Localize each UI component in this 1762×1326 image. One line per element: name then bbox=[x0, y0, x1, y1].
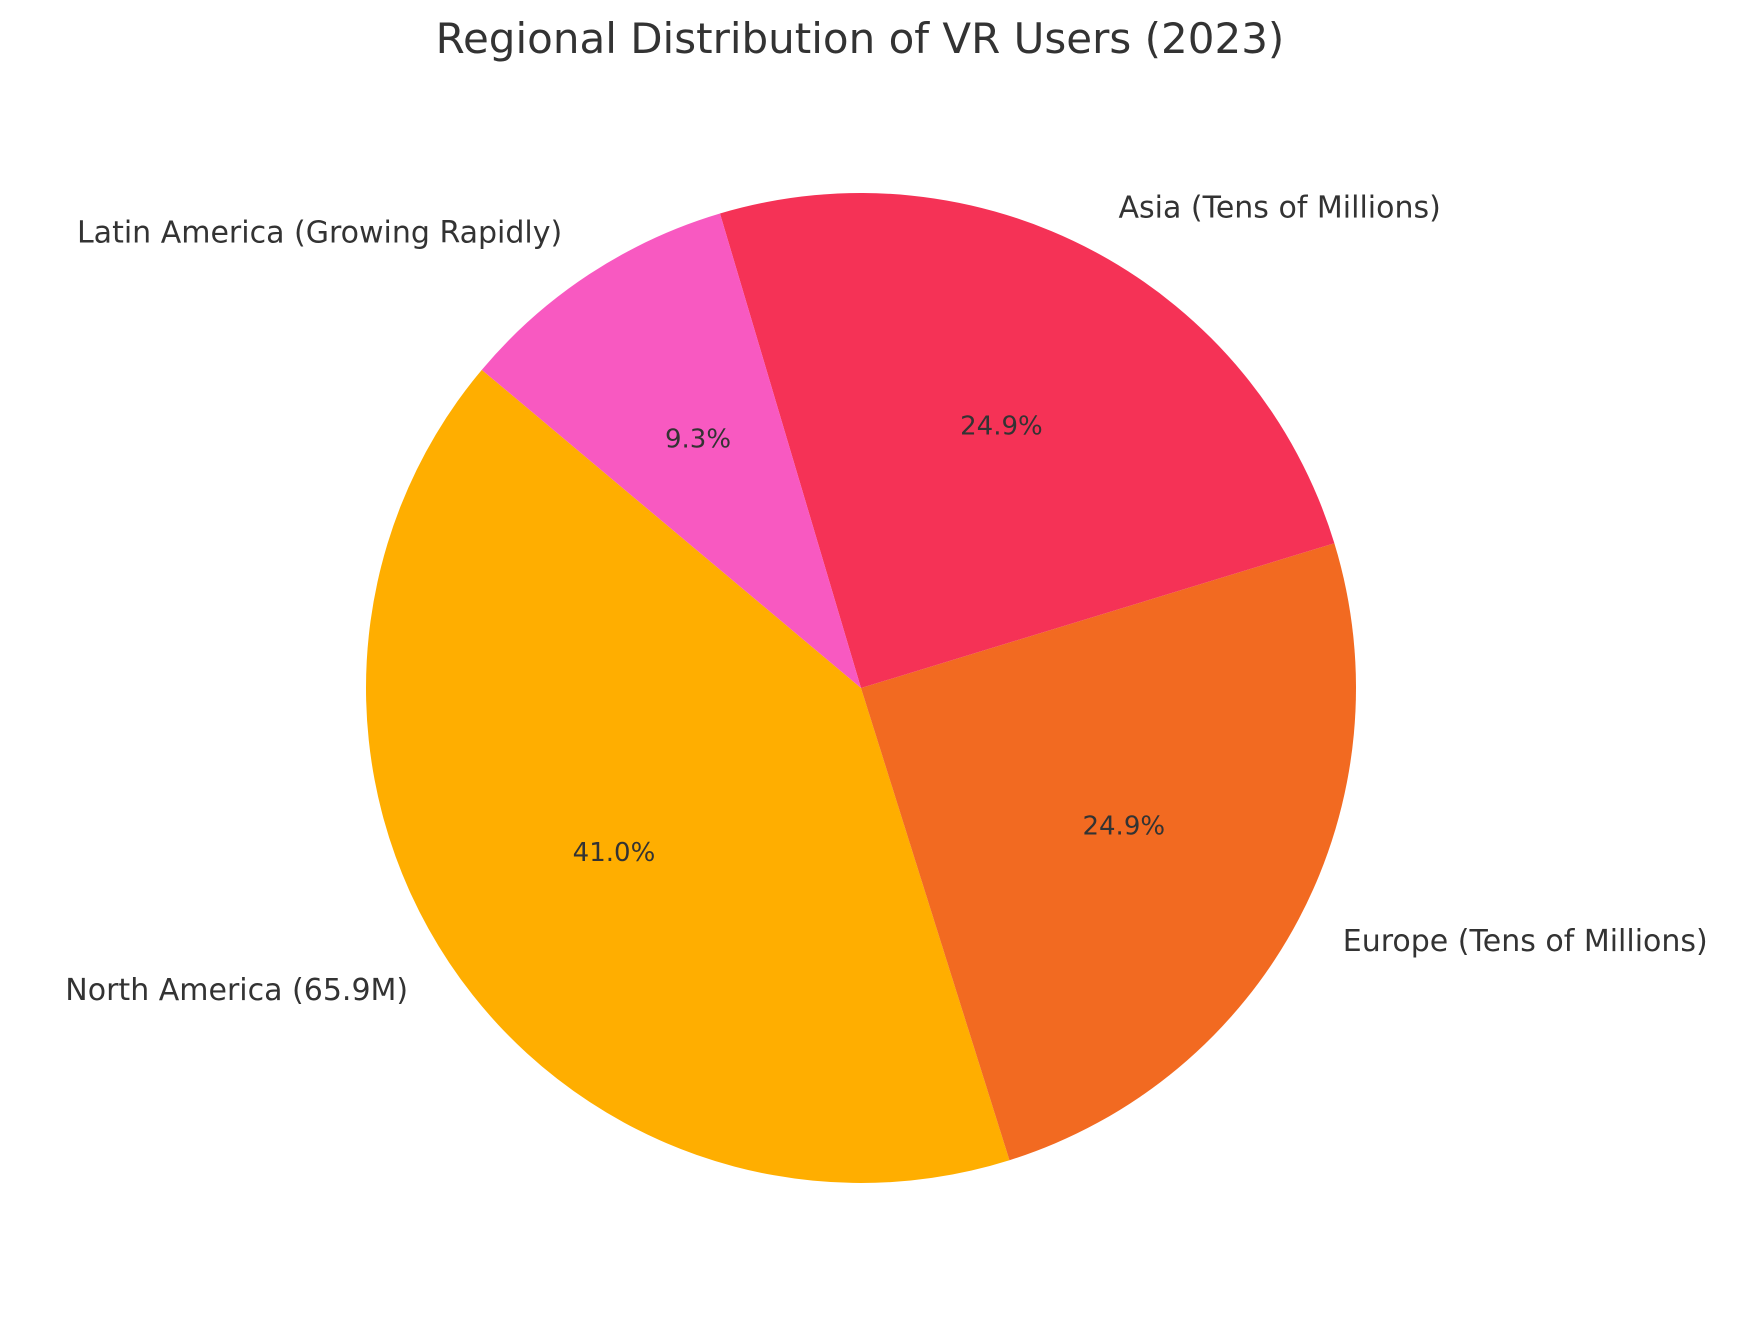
pct-label-europe: 24.9% bbox=[1082, 811, 1165, 841]
pct-label-latin-america: 9.3% bbox=[665, 425, 731, 455]
pie-slice-north-america bbox=[365, 369, 1010, 1183]
slice-label-asia: Asia (Tens of Millions) bbox=[1118, 191, 1440, 226]
pie-slice-latin-america bbox=[481, 213, 861, 689]
pie-labels: 41.0% North America (65.9M) 24.9% Europe (T… bbox=[65, 191, 1707, 1008]
chart-title: Regional Distribution of VR Users (2023) bbox=[436, 14, 1285, 63]
pct-label-north-america: 41.0% bbox=[573, 838, 656, 868]
slice-label-europe: Europe (Tens of Millions) bbox=[1343, 924, 1708, 959]
pie-slice-asia bbox=[719, 193, 1335, 688]
pie-slice-europe bbox=[861, 543, 1356, 1161]
pie-slices bbox=[365, 193, 1356, 1183]
slice-label-north-america: North America (65.9M) bbox=[65, 973, 408, 1008]
slice-label-latin-america: Latin America (Growing Rapidly) bbox=[77, 215, 562, 250]
pct-label-asia: 24.9% bbox=[960, 411, 1043, 441]
